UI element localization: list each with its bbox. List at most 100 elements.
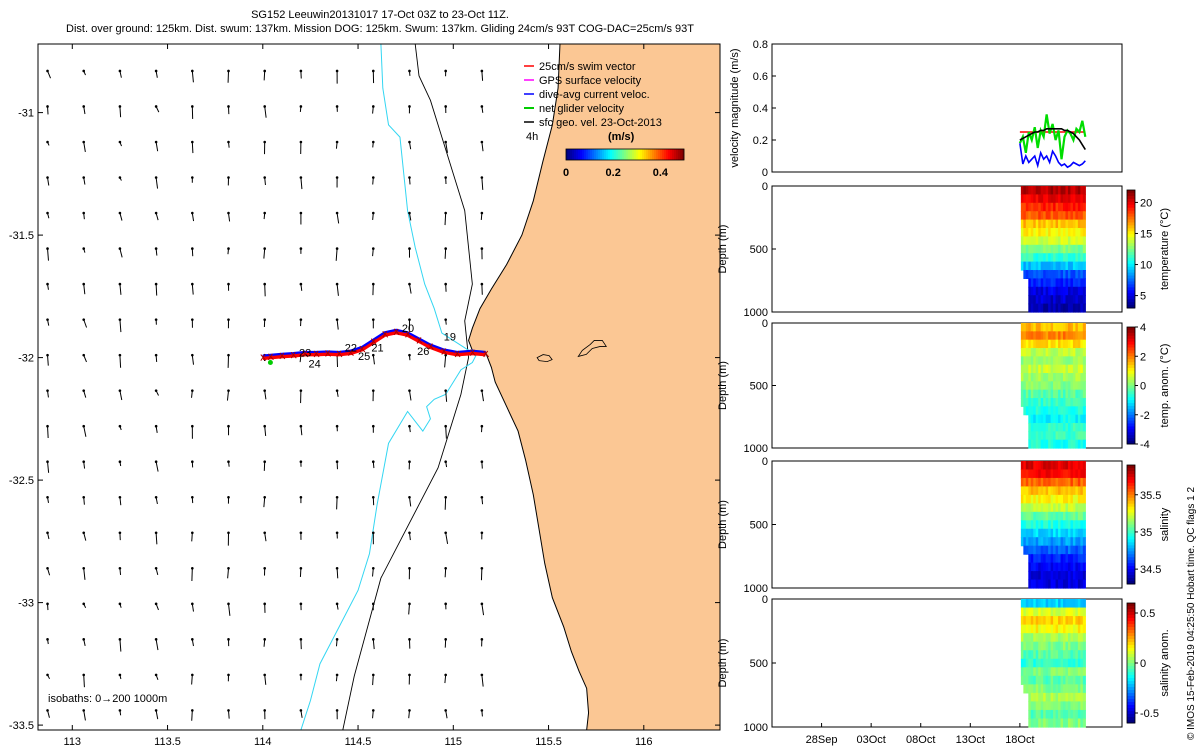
map-y-tick: -31.5 (9, 230, 34, 242)
colorbar-tick: 0.4 (653, 167, 669, 179)
legend-geo: sfc geo. vel. 23-Oct-2013 (539, 117, 662, 129)
coastline (468, 44, 590, 730)
title-line-2: Dist. over ground: 125km. Dist. swum: 13… (66, 23, 694, 35)
map-x-tick: 113.5 (154, 736, 181, 748)
day-label: 24 (309, 358, 321, 370)
y-tick: 500 (750, 381, 768, 393)
date-tick: 03Oct (856, 734, 885, 746)
y-tick: 0 (762, 318, 768, 330)
colorbar-tick: 0.2 (606, 167, 621, 179)
panel-colorbar: -0.5 0 0.5 salinity anom. (1126, 602, 1171, 724)
isobath-200 (300, 44, 477, 730)
map-x-tick: 115.5 (535, 736, 562, 748)
colorbar-tick: 4 (1140, 322, 1146, 334)
colorbar-label: salinity (1159, 507, 1171, 541)
day-label: 19 (444, 331, 456, 343)
day-label: 21 (371, 342, 383, 354)
map-y-tick: -31 (18, 108, 34, 120)
panel-temperature: 0 500 1000 Depth (m) 5 10 15 20 temperature (°C) (717, 181, 1171, 319)
y-tick: 0 (762, 456, 768, 468)
y-axis-label: Depth (m) (717, 639, 729, 688)
track-ticks (260, 328, 490, 361)
panel-colorbar: 34.5 35 35.5 salinity (1126, 464, 1171, 585)
colorbar-tick: 0 (563, 167, 569, 179)
map-y-tick: -32 (18, 353, 34, 365)
interval-label: 4h (526, 131, 538, 143)
panel-velocity: 0 0.2 0.4 0.6 0.8 velocity magnitude (m/s) (729, 39, 1123, 179)
series-3 (1019, 128, 1086, 151)
net-velocity-marker (267, 360, 273, 365)
panel-colorbar: -4 -2 0 2 4 temp. anom. (°C) (1126, 322, 1171, 451)
y-tick: 0 (762, 181, 768, 193)
y-tick: 500 (750, 520, 768, 532)
colorbar-label: salinity anom. (1159, 629, 1171, 696)
map-x-tick: 113 (64, 736, 82, 748)
map-frame (37, 43, 721, 731)
series-2 (1019, 143, 1086, 169)
day-label: 25 (358, 351, 370, 363)
y-tick: 500 (750, 658, 768, 670)
date-tick: 13Oct (956, 734, 985, 746)
swim-vector-track (262, 329, 486, 361)
heatmap-cells (1020, 323, 1086, 449)
map-y-tick: -33 (18, 598, 34, 610)
colorbar-tick: 35 (1140, 527, 1152, 539)
colorbar-tick: -4 (1140, 439, 1150, 451)
y-tick: 0.6 (753, 71, 768, 83)
panel-frame (771, 43, 1123, 173)
heatmap-cells (1020, 461, 1086, 589)
map-x-tick: 116 (635, 736, 653, 748)
date-tick: 18Oct (1005, 734, 1034, 746)
day-label: 20 (402, 323, 414, 335)
panel-salinity: 0 500 1000 Depth (m) 34.5 35 35.5 salinity (717, 456, 1171, 595)
map-legend: 25cm/s swim vector GPS surface velocity … (524, 61, 662, 129)
isobath-note: isobaths: 0→200 1000m (48, 693, 167, 705)
land-area (468, 44, 720, 730)
colorbar-tick: 5 (1140, 291, 1146, 303)
estuary (577, 340, 608, 358)
day-label: 26 (417, 346, 429, 358)
colorbar-tick: 10 (1140, 260, 1152, 272)
y-tick: 1000 (744, 443, 768, 455)
map-x-tick: 114 (254, 736, 272, 748)
colorbar-tick: -0.5 (1140, 708, 1159, 720)
colorbar-tick: 2 (1140, 351, 1146, 363)
panel-salinity-anomaly: 0 500 1000 Depth (m) -0.5 0 0.5 salinity anom. (717, 594, 1171, 734)
colorbar-label: temp. anom. (°C) (1159, 344, 1171, 428)
colorbar-tick: 0.5 (1140, 608, 1155, 620)
island (536, 354, 553, 363)
day-label: 23 (299, 347, 311, 359)
y-axis-label: Depth (m) (717, 361, 729, 410)
colorbar-tick: 0 (1140, 381, 1146, 393)
y-tick: 0.8 (753, 39, 768, 51)
title-line-1: SG152 Leeuwin20131017 17-Oct 03Z to 23-O… (251, 9, 509, 21)
colorbar-label: temperature (°C) (1159, 208, 1171, 290)
date-tick: 28Sep (806, 734, 838, 746)
heatmap-cells (1020, 599, 1086, 728)
y-axis-label: velocity magnitude (m/s) (729, 48, 741, 167)
legend-gps: GPS surface velocity (539, 75, 642, 87)
map-y-tick: -33.5 (9, 720, 34, 732)
colorbar-tick: 20 (1140, 197, 1152, 209)
geo-velocity-arrows (46, 69, 485, 721)
heatmap-cells (1020, 186, 1086, 313)
y-tick: 0 (762, 594, 768, 606)
y-axis-label: Depth (m) (717, 225, 729, 274)
credit-text: © IMOS 15-Feb-2019 04:25:50 Hobart time.… (1186, 486, 1197, 740)
legend-dac: dive-avg current veloc. (539, 89, 650, 101)
figure-title: SG152 Leeuwin20131017 17-Oct 03Z to 23-O… (0, 8, 760, 36)
map-y-tick: -32.5 (9, 475, 34, 487)
colorbar-tick: 0 (1140, 658, 1146, 670)
map-x-tick: 115 (445, 736, 463, 748)
date-tick: 08Oct (906, 734, 935, 746)
legend-swim: 25cm/s swim vector (539, 61, 636, 73)
series-1 (1018, 114, 1087, 160)
panel-temp-anomaly: 0 500 1000 Depth (m) -4 -2 0 2 4 temp. anom. (°C) (717, 318, 1171, 455)
y-tick: 500 (750, 244, 768, 256)
y-tick: 0 (762, 167, 768, 179)
y-axis-label: Depth (m) (717, 500, 729, 549)
isobath-1000 (342, 44, 473, 730)
colorbar-tick: -2 (1140, 410, 1150, 422)
panel-colorbar: 5 10 15 20 temperature (°C) (1126, 189, 1171, 309)
